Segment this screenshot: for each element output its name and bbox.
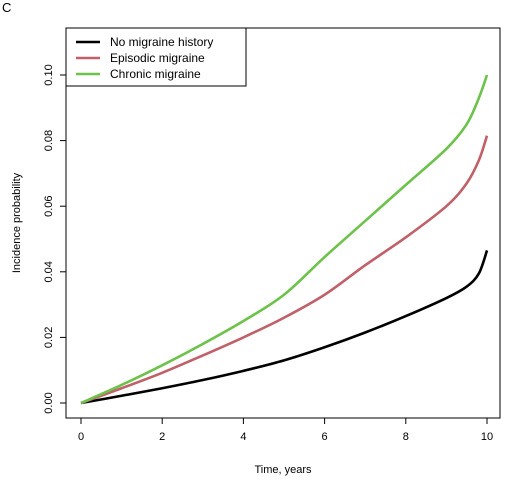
series-line-no-migraine-history bbox=[80, 250, 489, 405]
x-axis-label: Time, years bbox=[254, 464, 312, 476]
x-axis: 0 2 4 6 8 10 bbox=[78, 417, 493, 443]
y-axis-label: Incidence probability bbox=[11, 172, 23, 273]
y-tick-label: 0.04 bbox=[43, 261, 55, 282]
panel-label: C bbox=[2, 0, 11, 15]
y-axis: 0.00 0.02 0.04 0.06 0.08 0.10 bbox=[43, 64, 67, 414]
legend-label-episodic-migraine: Episodic migraine bbox=[110, 51, 205, 65]
x-tick-label: 4 bbox=[240, 431, 246, 443]
series-line-episodic-migraine bbox=[80, 135, 489, 405]
x-tick-label: 6 bbox=[322, 431, 328, 443]
series-layer bbox=[80, 74, 489, 405]
legend: No migraine history Episodic migraine Chro… bbox=[65, 27, 247, 87]
x-tick-label: 0 bbox=[78, 431, 84, 443]
legend-label-chronic-migraine: Chronic migraine bbox=[110, 67, 201, 81]
y-tick-label: 0.08 bbox=[43, 130, 55, 151]
x-tick-label: 2 bbox=[159, 431, 165, 443]
x-tick-label: 10 bbox=[481, 431, 493, 443]
y-tick-label: 0.02 bbox=[43, 327, 55, 348]
legend-label-no-migraine-history: No migraine history bbox=[110, 35, 213, 49]
x-tick-label: 8 bbox=[403, 431, 409, 443]
y-tick-label: 0.06 bbox=[43, 195, 55, 216]
y-tick-label: 0.00 bbox=[43, 392, 55, 413]
y-tick-label: 0.10 bbox=[43, 64, 55, 85]
series-line-chronic-migraine bbox=[80, 74, 489, 405]
